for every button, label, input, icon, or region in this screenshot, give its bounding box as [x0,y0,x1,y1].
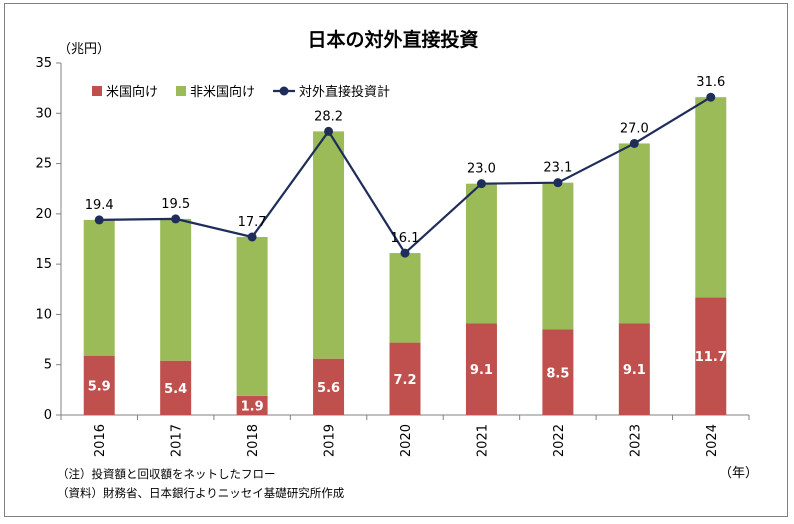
bar-us-data-label: 1.9 [241,399,264,414]
bar-us-data-label: 5.4 [164,382,187,397]
bar-us [542,329,574,415]
x-tick-label: 2023 [628,424,643,457]
total-point [400,248,410,258]
bar-non-us [542,182,574,330]
legend-swatch-non-us [176,86,187,96]
bar-us [695,297,727,415]
total-data-label: 16.1 [391,231,420,246]
total-data-label: 23.1 [543,161,572,176]
line-group: 19.4 19.5 17.7 28.2 16.1 23.0 23.1 27.0 31.6 [85,75,725,258]
bar-us [313,358,345,415]
total-point [247,232,257,242]
bar-us-data-label: 5.9 [88,379,111,394]
total-point [94,215,104,225]
bar-us-data-label: 5.6 [317,381,340,396]
chart-title: 日本の対外直接投資 [307,28,478,51]
bar-us-data-label: 11.7 [695,350,727,365]
bar-us [83,355,115,415]
bar-non-us [389,253,421,343]
bar-non-us [83,219,115,356]
x-unit-label: （年） [719,466,758,481]
total-point [553,178,563,188]
bar-us [389,342,421,415]
bar-us-data-label: 9.1 [470,363,493,378]
legend: 米国向け 非米国向け 対外直接投資計 [92,84,390,100]
y-tick-label: 30 [35,106,52,121]
x-tick-label: 2017 [170,424,185,457]
bar-non-us [465,183,497,324]
note-line-1: （注）投資額と回収額をネットしたフロー [57,467,276,481]
y-unit-label: （兆円） [58,42,110,57]
total-data-label: 31.6 [696,75,725,90]
total-point [476,179,486,189]
chart-svg: 日本の対外直接投資 （兆円） （年） 0 5 10 15 20 25 30 35 2016 201… [35,28,758,481]
bar-non-us [313,131,345,359]
total-point [171,214,181,224]
bar-us-data-label: 7.2 [393,373,416,388]
bar-non-us [236,236,268,396]
total-point [629,138,639,148]
x-tick-label: 2024 [705,424,720,457]
y-tick-label: 0 [44,408,52,423]
y-tick-label: 25 [35,157,52,172]
x-tick-label: 2021 [475,424,490,457]
x-tick-label: 2019 [323,424,338,457]
x-tick-label: 2016 [93,424,108,457]
total-point [706,92,716,102]
axes-group: 0 5 10 15 20 25 30 35 2016 2017 2018 2019 2020 2021 20… [35,56,750,457]
legend-label-non-us: 非米国向け [190,84,255,100]
bar-us [618,323,650,415]
bar-us [160,360,192,415]
y-tick-label: 20 [35,207,52,222]
x-tick-label: 2022 [552,424,567,457]
y-tick-label: 35 [35,56,52,71]
total-data-label: 17.7 [238,215,267,230]
note-line-2: （資料）財務省、日本銀行よりニッセイ基礎研究所作成 [57,486,345,500]
bar-us [465,323,497,415]
chart-frame: 日本の対外直接投資 （兆円） （年） 0 5 10 15 20 25 30 35 2016 201… [4,3,788,517]
legend-marker-total [279,86,289,96]
legend-label-us: 米国向け [106,84,158,100]
bar-us-data-label: 8.5 [546,366,569,381]
bar-non-us [695,97,727,298]
legend-label-total: 対外直接投資計 [299,84,390,100]
legend-swatch-us [92,86,102,96]
bar-us-data-label: 9.1 [623,363,646,378]
y-tick-label: 15 [35,257,52,272]
x-tick-label: 2018 [246,424,261,457]
y-tick-label: 5 [44,358,52,373]
bar-non-us [618,143,650,324]
x-tick-label: 2020 [399,424,414,457]
bar-non-us [160,218,192,361]
total-data-label: 27.0 [620,121,649,136]
total-data-label: 19.5 [161,197,190,212]
total-data-label: 28.2 [314,109,343,124]
total-data-label: 23.0 [467,162,496,177]
total-point [324,126,334,136]
bars-group: 5.9 5.4 1.9 5.6 7.2 9.1 8.5 9.1 11.7 [83,97,727,415]
total-data-label: 19.4 [85,198,114,213]
y-tick-label: 10 [35,307,52,322]
bar-us [236,395,268,415]
